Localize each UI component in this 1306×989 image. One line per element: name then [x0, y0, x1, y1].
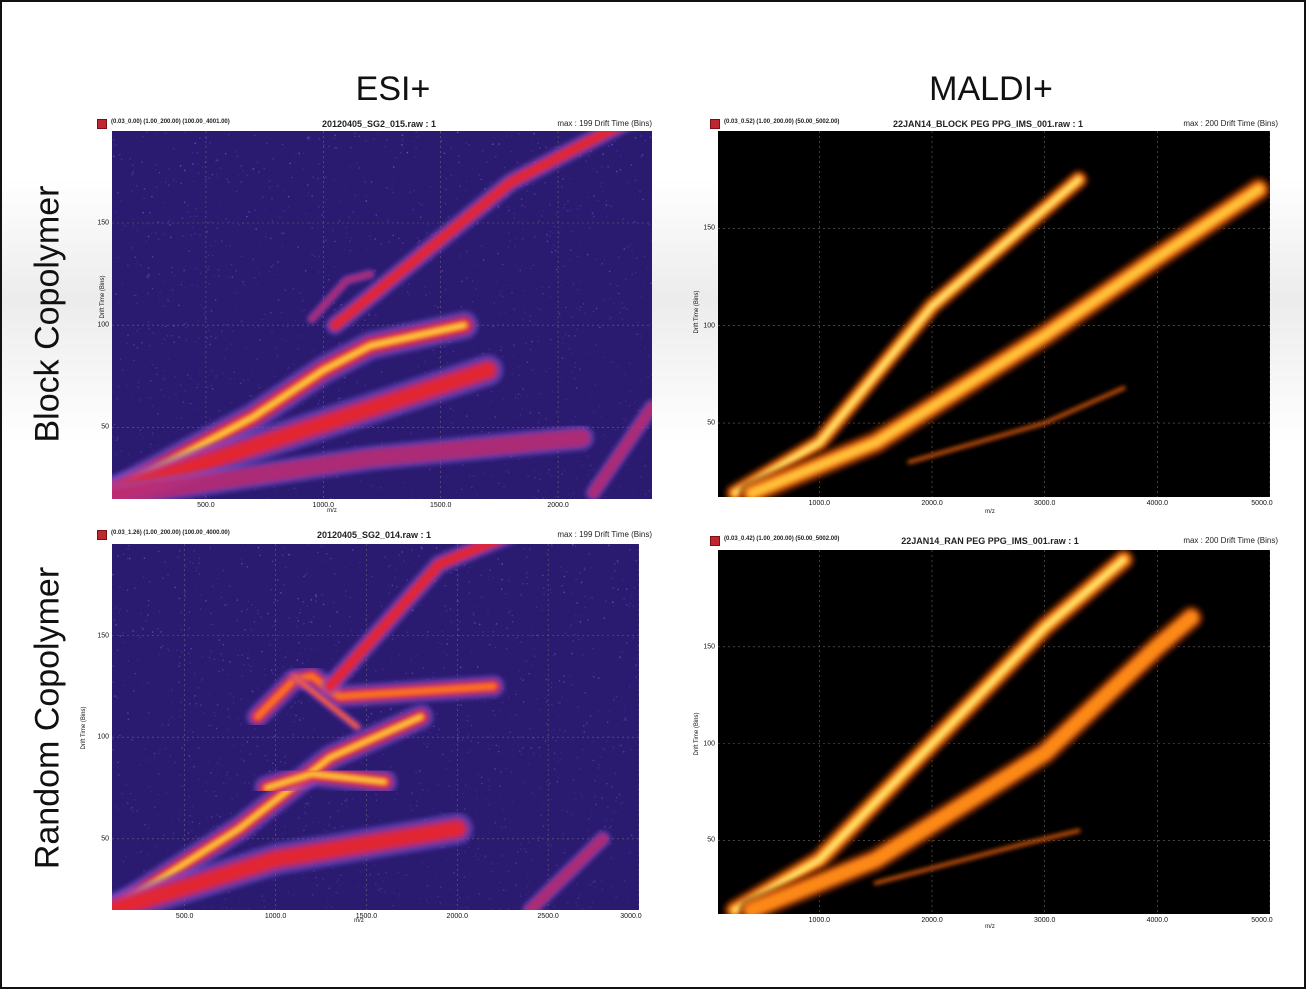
density-band	[724, 169, 1089, 497]
y-tick-label: 50	[101, 423, 109, 431]
plot-area	[718, 131, 1270, 497]
y-tick-label: 100	[97, 321, 109, 329]
y-tick-label: 150	[703, 224, 715, 232]
file-title: 20120405_SG2_014.raw : 1	[316, 530, 432, 540]
y-tick-label: 150	[97, 219, 109, 227]
density-band	[112, 310, 479, 499]
range-text: (0.03_0.52) (1.00_200.00) (50.00_5002.00…	[724, 119, 840, 125]
x-tick-label: 2000.0	[921, 500, 943, 507]
row-title-random: Random Copolymer	[28, 566, 67, 870]
y-tick-label: 50	[707, 836, 715, 844]
x-tick-label: 1000.0	[808, 917, 831, 924]
legend-marker-icon	[710, 119, 720, 129]
y-tick-label: 150	[97, 632, 109, 639]
density-band	[306, 269, 376, 324]
max-text: max : 200 Drift Time (Bins)	[1183, 119, 1278, 128]
y-tick-label: 100	[703, 740, 715, 748]
density-band	[723, 550, 1136, 914]
panel-header: (0.03_0.00) (1.00_200.00) (100.00_4001.0…	[97, 117, 652, 131]
legend-marker-icon	[97, 119, 107, 129]
density-band	[325, 131, 630, 335]
y-tick-label: 50	[101, 835, 109, 843]
max-text: max : 200 Drift Time (Bins)	[1183, 536, 1278, 545]
y-axis-label: Drift Time (Bins)	[694, 290, 700, 334]
density-band	[738, 604, 1205, 914]
y-tick-label: 150	[703, 643, 715, 651]
heatmap-svg	[718, 131, 1270, 497]
panel-header: (0.03_0.42) (1.00_200.00) (50.00_5002.00…	[710, 534, 1278, 548]
x-axis-label: m/z	[985, 924, 995, 930]
x-tick-label: 3000.0	[1033, 917, 1056, 924]
chart-maldi-random: (0.03_0.42) (1.00_200.00) (50.00_5002.00…	[694, 534, 1278, 934]
x-tick-label: 5000.0	[1251, 917, 1273, 924]
x-tick-label: 1000.0	[808, 500, 831, 507]
column-title-maldi: MALDI+	[929, 70, 1053, 108]
panel-header: (0.03_0.52) (1.00_200.00) (50.00_5002.00…	[710, 117, 1278, 131]
x-tick-label: 4000.0	[1146, 917, 1169, 924]
max-text: max : 199 Drift Time (Bins)	[557, 530, 652, 539]
density-band	[873, 828, 1082, 886]
density-band	[112, 812, 474, 910]
y-axis-label: Drift Time (Bins)	[694, 712, 700, 756]
file-title: 20120405_SG2_015.raw : 1	[321, 119, 437, 129]
heatmap-svg	[718, 550, 1270, 914]
density-band	[253, 761, 398, 801]
range-text: (0.03_0.00) (1.00_200.00) (100.00_4001.0…	[111, 119, 230, 125]
range-text: (0.03_1.26) (1.00_200.00) (100.00_4000.0…	[111, 530, 230, 536]
plot-area	[112, 544, 639, 910]
x-tick-label: 3000.0	[1033, 500, 1056, 507]
x-tick-label: 1000.0	[264, 913, 287, 920]
x-axis-label: m/z	[354, 918, 364, 924]
x-tick-label: 2000.0	[446, 913, 468, 920]
x-tick-label: 500.0	[175, 913, 194, 920]
heatmap-svg	[112, 544, 639, 910]
density-band	[112, 424, 595, 499]
x-tick-label: 5000.0	[1251, 500, 1273, 507]
plot-area	[112, 131, 652, 499]
column-title-esi: ESI+	[355, 70, 431, 108]
legend-marker-icon	[710, 536, 720, 546]
x-axis-label: m/z	[327, 508, 337, 514]
y-tick-label: 100	[703, 322, 715, 330]
x-tick-label: 1500.0	[355, 913, 378, 920]
density-band	[320, 544, 513, 696]
x-tick-label: 2000.0	[921, 917, 943, 924]
x-axis-label: m/z	[985, 509, 995, 515]
density-band	[288, 671, 363, 732]
y-tick-label: 50	[707, 419, 715, 427]
x-tick-label: 1000.0	[312, 502, 335, 509]
legend-marker-icon	[97, 530, 107, 540]
x-tick-label: 2000.0	[547, 502, 569, 509]
panel-header: (0.03_1.26) (1.00_200.00) (100.00_4000.0…	[97, 528, 652, 542]
density-band	[738, 176, 1270, 497]
x-tick-label: 500.0	[197, 502, 215, 509]
max-text: max : 199 Drift Time (Bins)	[557, 119, 652, 128]
x-tick-label: 2500.0	[537, 913, 559, 920]
heatmap-svg	[112, 131, 652, 499]
chart-esi-block: (0.03_0.00) (1.00_200.00) (100.00_4001.0…	[97, 117, 652, 517]
y-axis-label: Drift Time (Bins)	[81, 706, 87, 750]
chart-maldi-block: (0.03_0.52) (1.00_200.00) (50.00_5002.00…	[694, 117, 1278, 517]
file-title: 22JAN14_BLOCK PEG PPG_IMS_001.raw : 1	[892, 119, 1084, 129]
y-axis-label: Drift Time (Bins)	[100, 275, 106, 319]
range-text: (0.03_0.42) (1.00_200.00) (50.00_5002.00…	[724, 536, 840, 542]
x-tick-label: 1500.0	[429, 502, 452, 509]
density-band	[585, 399, 652, 499]
density-band	[906, 385, 1127, 465]
density-band	[522, 830, 611, 910]
y-tick-label: 100	[97, 733, 109, 741]
x-tick-label: 4000.0	[1146, 500, 1169, 507]
density-band	[246, 664, 505, 729]
density-band	[112, 354, 504, 499]
plot-area	[718, 550, 1270, 914]
file-title: 22JAN14_RAN PEG PPG_IMS_001.raw : 1	[901, 536, 1079, 546]
row-title-block: Block Copolymer	[28, 185, 67, 443]
chart-esi-random: (0.03_1.26) (1.00_200.00) (100.00_4000.0…	[81, 528, 652, 928]
x-tick-label: 3000.0	[620, 913, 642, 920]
